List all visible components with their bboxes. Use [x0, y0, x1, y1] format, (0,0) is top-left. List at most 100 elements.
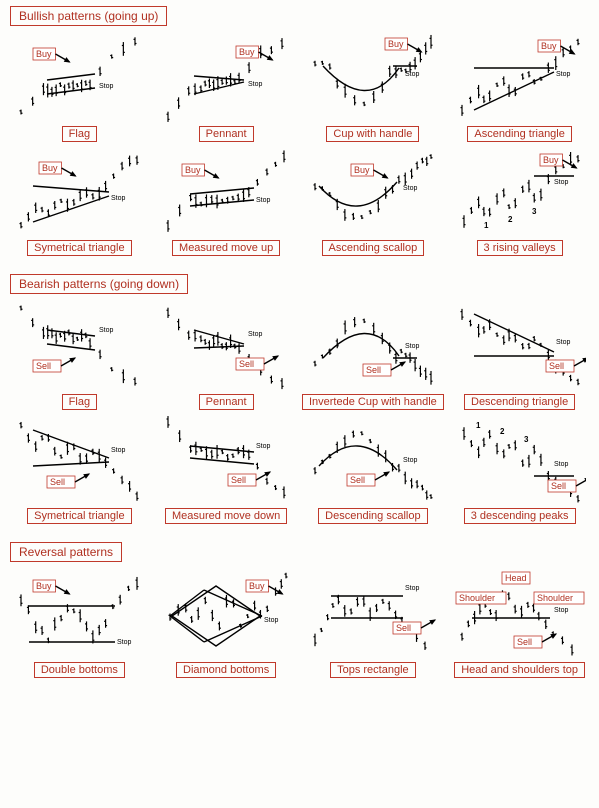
pattern-label: Measured move down	[165, 508, 287, 524]
pattern-chart: Buy Stop	[160, 568, 292, 660]
pattern-sym-tri-up: Buy Stop Symetrical triangle	[8, 146, 151, 256]
pattern-inv-cup: SellStop Invertede Cup with handle	[302, 300, 445, 410]
section-bullish: Bullish patterns (going up)BuyStopFlagBu…	[0, 0, 599, 256]
pattern-flag-dn: SellStop Flag	[8, 300, 151, 410]
svg-text:Stop: Stop	[556, 71, 571, 78]
pattern-sym-tri-dn: Sell Stop Symetrical triangle	[8, 414, 151, 524]
pattern-label: Double bottoms	[34, 662, 125, 678]
svg-text:Stop: Stop	[554, 461, 569, 468]
svg-text:Stop: Stop	[248, 81, 263, 88]
pattern-label: Symetrical triangle	[27, 240, 131, 256]
svg-text:Sell: Sell	[551, 481, 566, 491]
svg-text:Stop: Stop	[264, 617, 279, 624]
pattern-label: Head and shoulders top	[454, 662, 585, 678]
pattern-label: Flag	[62, 126, 97, 142]
pattern-chart: SellStop	[13, 300, 145, 392]
pattern-label: Pennant	[199, 394, 254, 410]
svg-text:Stop: Stop	[403, 457, 418, 464]
svg-text:Sell: Sell	[231, 475, 246, 485]
pattern-chart: Sell Stop	[160, 414, 292, 506]
svg-text:Head: Head	[505, 573, 527, 583]
pattern-tops-rect: Sell Stop Tops rectangle	[302, 568, 445, 678]
pattern-label: Ascending triangle	[467, 126, 572, 142]
svg-text:Buy: Buy	[36, 49, 52, 59]
pattern-chart: Buy Stop	[13, 32, 145, 124]
svg-text:2: 2	[500, 427, 505, 436]
pattern-label: Cup with handle	[326, 126, 419, 142]
svg-text:Sell: Sell	[517, 637, 532, 647]
svg-text:Stop: Stop	[256, 197, 271, 204]
pattern-label: Pennant	[199, 126, 254, 142]
pattern-label: Invertede Cup with handle	[302, 394, 444, 410]
svg-text:Buy: Buy	[239, 47, 255, 57]
pattern-grid: SellStopFlagSellStopPennantSellStopInver…	[0, 300, 599, 524]
pattern-chart: 1 2 3 Sell Stop	[454, 414, 586, 506]
pattern-chart: Buy Stop	[454, 32, 586, 124]
pattern-label: Measured move up	[172, 240, 280, 256]
pattern-label: Ascending scallop	[322, 240, 425, 256]
pattern-label: Tops rectangle	[330, 662, 416, 678]
pattern-chart: Buy Stop	[13, 568, 145, 660]
pattern-chart: BuyStop	[307, 146, 439, 238]
svg-text:Sell: Sell	[396, 623, 411, 633]
svg-text:Buy: Buy	[543, 155, 559, 165]
pattern-desc-peaks: 1 2 3 Sell Stop 3 descending peaks	[448, 414, 591, 524]
pattern-pennant-dn: SellStop Pennant	[155, 300, 298, 410]
pattern-chart: Buy Stop	[160, 146, 292, 238]
svg-text:3: 3	[532, 207, 537, 216]
svg-text:Buy: Buy	[249, 581, 265, 591]
pattern-chart: Sell Stop	[307, 414, 439, 506]
pattern-chart: Sell Stop	[13, 414, 145, 506]
svg-text:Buy: Buy	[36, 581, 52, 591]
pattern-chart: SellStop	[307, 300, 439, 392]
section-title: Bullish patterns (going up)	[10, 6, 167, 26]
pattern-grid: BuyStopFlagBuyStopPennantBuyStopCup with…	[0, 32, 599, 256]
svg-text:Stop: Stop	[248, 331, 263, 338]
svg-text:1: 1	[476, 421, 481, 430]
pattern-cup-handle: BuyStopCup with handle	[302, 32, 445, 142]
svg-text:Stop: Stop	[111, 447, 126, 454]
pattern-desc-scallop: Sell Stop Descending scallop	[302, 414, 445, 524]
pattern-grid: Buy Stop Double bottoms Buy Stop Diamond bott…	[0, 568, 599, 678]
pattern-desc-triangle: SellStopDescending triangle	[448, 300, 591, 410]
svg-text:Stop: Stop	[99, 327, 114, 334]
svg-text:Stop: Stop	[405, 71, 420, 78]
svg-text:Sell: Sell	[350, 475, 365, 485]
pattern-asc-scallop: BuyStop Ascending scallop	[302, 146, 445, 256]
svg-text:3: 3	[524, 435, 529, 444]
svg-text:Sell: Sell	[50, 477, 65, 487]
pattern-label: Diamond bottoms	[176, 662, 276, 678]
pattern-pennant-up: Buy Stop Pennant	[155, 32, 298, 142]
svg-text:Stop: Stop	[556, 339, 571, 346]
svg-text:Buy: Buy	[541, 41, 557, 51]
pattern-label: Symetrical triangle	[27, 508, 131, 524]
section-bearish: Bearish patterns (going down)SellStopFla…	[0, 268, 599, 524]
pattern-chart: Sell Stop Shoulder Head Shoulder	[454, 568, 586, 660]
svg-text:Shoulder: Shoulder	[459, 593, 495, 603]
pattern-label: Flag	[62, 394, 97, 410]
pattern-label: 3 rising valleys	[477, 240, 563, 256]
svg-text:Buy: Buy	[185, 165, 201, 175]
pattern-chart: SellStop	[160, 300, 292, 392]
pattern-chart: Buy Stop	[160, 32, 292, 124]
svg-text:Stop: Stop	[117, 639, 132, 646]
pattern-chart: Buy Stop	[13, 146, 145, 238]
svg-text:Stop: Stop	[99, 83, 114, 90]
svg-text:Buy: Buy	[42, 163, 58, 173]
svg-text:Stop: Stop	[554, 607, 569, 614]
pattern-flag-up: Buy Stop Flag	[8, 32, 151, 142]
pattern-label: 3 descending peaks	[464, 508, 576, 524]
svg-text:Stop: Stop	[256, 443, 271, 450]
pattern-asc-triangle: Buy Stop Ascending triangle	[448, 32, 591, 142]
pattern-label: Descending scallop	[318, 508, 427, 524]
pattern-diamond-bottoms: Buy Stop Diamond bottoms	[155, 568, 298, 678]
pattern-chart: SellStop	[454, 300, 586, 392]
svg-text:Stop: Stop	[403, 185, 418, 192]
svg-text:Stop: Stop	[405, 585, 420, 592]
pattern-chart: Sell Stop	[307, 568, 439, 660]
svg-text:Shoulder: Shoulder	[537, 593, 573, 603]
svg-text:2: 2	[508, 215, 513, 224]
svg-text:Stop: Stop	[405, 343, 420, 350]
pattern-chart: 123BuyStop	[454, 146, 586, 238]
svg-text:Stop: Stop	[111, 195, 126, 202]
